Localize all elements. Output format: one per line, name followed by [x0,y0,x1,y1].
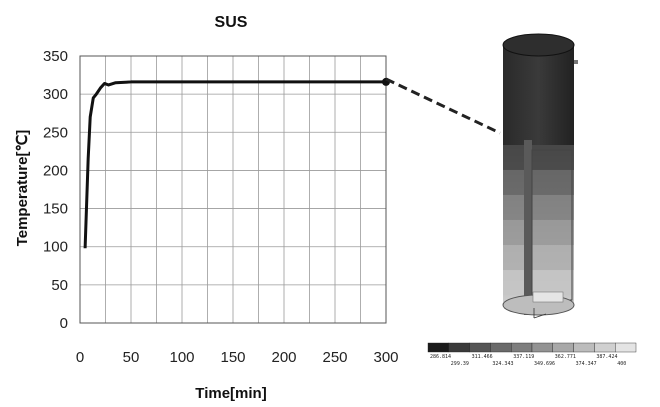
y-tick-label: 300 [43,86,68,103]
y-tick-label: 50 [51,277,68,294]
connector-dashed-line [385,77,501,135]
cylinder-band [503,270,574,295]
y-tick-label: 250 [43,124,68,141]
axis-triad-x [533,313,547,319]
cylinder-band [503,220,574,245]
cylinder-marker [574,60,578,64]
chart-title: SUS [215,14,248,31]
cylinder-bands [503,145,574,295]
colorbar-segment [573,342,595,353]
colorbar-label: 324.343 [492,361,513,367]
colorbar-label: 349.696 [534,361,555,367]
cylinder-band [503,145,574,170]
y-axis-label: Temperature[℃] [14,130,31,247]
y-tick-label: 150 [43,201,68,218]
colorbar-segment [490,342,512,353]
x-tick-label: 100 [169,349,194,366]
colorbar-label: 311.466 [472,354,493,360]
y-tick-label: 100 [43,239,68,256]
colorbar-segment [427,342,449,353]
cylinder-base-notch [532,291,564,303]
colorbar-label: 387.424 [596,354,617,360]
cylinder-upper-body [503,45,574,145]
plot-grid [79,55,387,324]
y-tick-label: 350 [43,48,68,65]
x-tick-label: 0 [76,349,84,366]
tick-labels: 0 50 100 150 200 250 300 0 50 100 150 200 250 300 350 [43,48,399,366]
cylinder-top-cap [502,33,575,57]
cylinder-band [503,245,574,270]
colorbar-segment [552,342,574,353]
y-tick-label: 200 [43,162,68,179]
colorbar-segment [469,342,491,353]
colorbar-label: 299.39 [451,361,469,367]
cylinder-band [503,170,574,195]
colorbar-segment [448,342,470,353]
x-tick-label: 300 [373,349,398,366]
y-tick-label: 0 [60,315,68,332]
temperature-series-line [83,80,386,249]
colorbar-label: 400 [617,361,626,367]
colorbar-segment [615,342,637,353]
x-tick-label: 250 [322,349,347,366]
colorbar-label: 286.814 [430,354,451,360]
colorbar-segment [531,342,553,353]
plot-frame [79,55,387,324]
colorbar-segment [594,342,616,353]
colorbar-segment [511,342,533,353]
colorbar-label: 337.119 [513,354,534,360]
cylinder-cutaway [524,140,532,315]
cylinder-model [502,33,578,319]
colorbar-label: 362.771 [555,354,576,360]
cylinder-band [503,195,574,220]
colorbar: 286.814 311.466 337.119 362.771 387.424 299.3… [427,342,637,367]
x-tick-label: 150 [220,349,245,366]
colorbar-label: 374.347 [576,361,597,367]
x-tick-label: 50 [123,349,140,366]
x-axis-label: Time[min] [195,385,266,402]
x-tick-label: 200 [271,349,296,366]
